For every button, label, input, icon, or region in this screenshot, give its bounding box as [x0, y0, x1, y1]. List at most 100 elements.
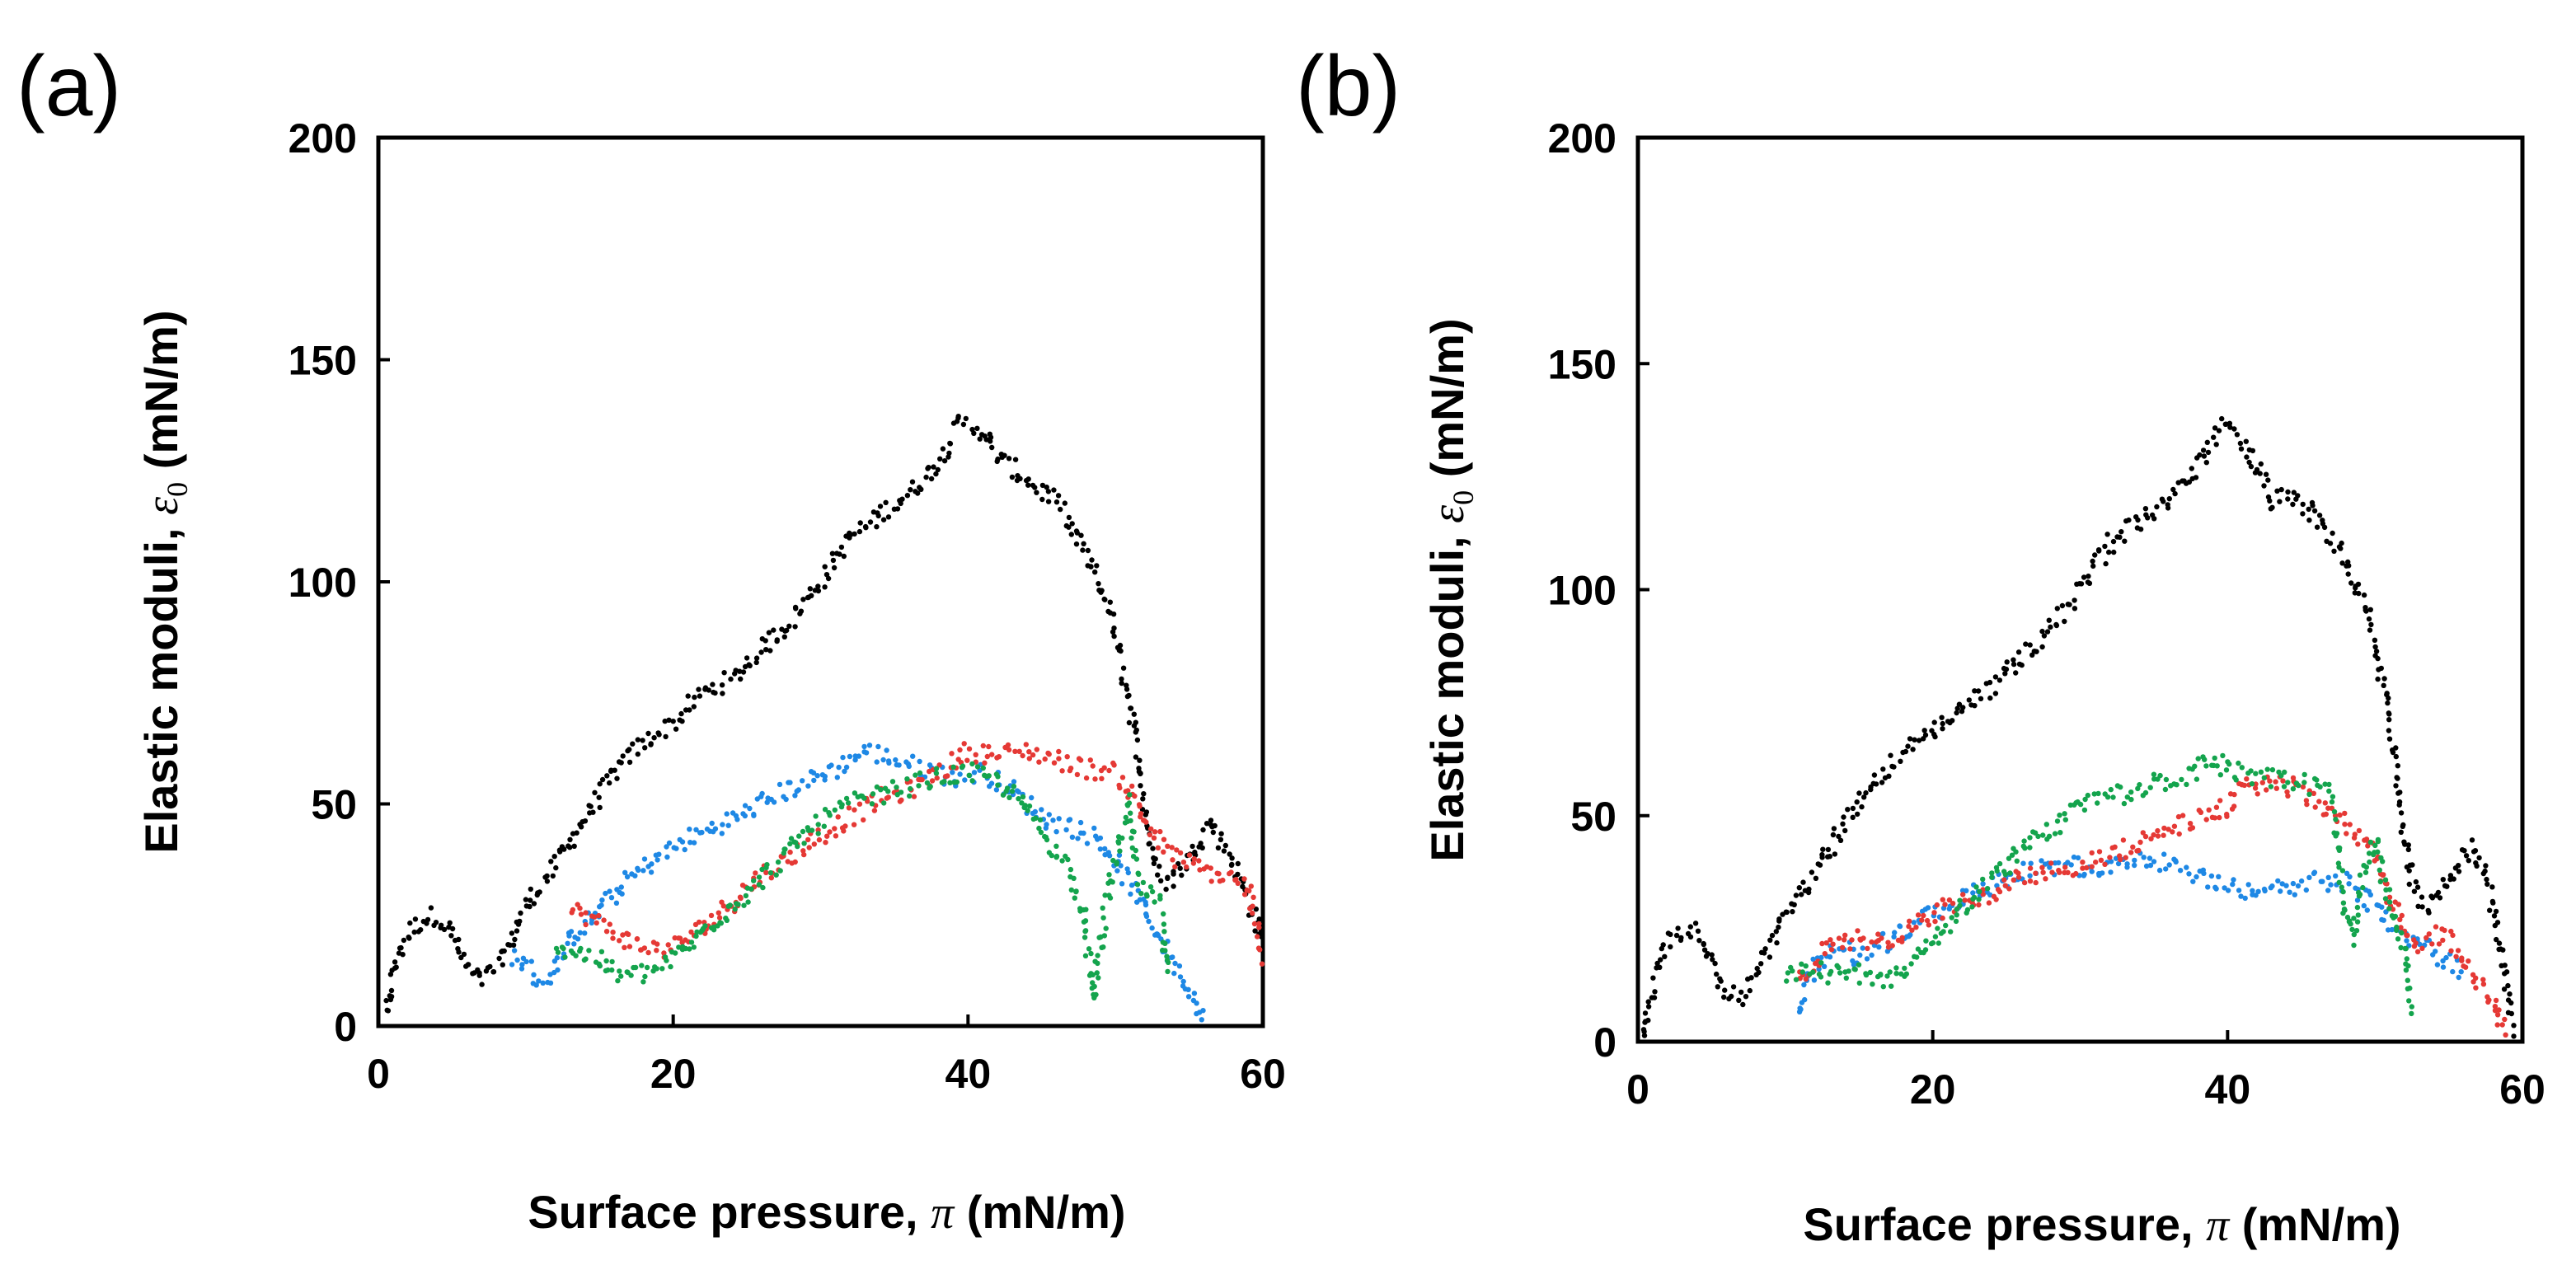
data-point	[2339, 868, 2346, 874]
data-point	[509, 962, 515, 967]
data-point	[1799, 892, 1804, 897]
data-point	[2342, 810, 2348, 817]
data-point	[2172, 490, 2178, 497]
data-point	[969, 761, 975, 767]
data-point	[1034, 490, 1039, 495]
data-point	[787, 841, 793, 847]
data-point	[1953, 918, 1959, 925]
data-point	[2355, 581, 2362, 588]
data-point	[1932, 918, 1938, 925]
data-point	[1030, 752, 1036, 758]
data-point	[908, 487, 913, 493]
data-point	[2390, 749, 2396, 756]
data-point	[1077, 757, 1084, 763]
data-point	[771, 799, 777, 805]
data-point	[2177, 868, 2184, 874]
data-point	[1687, 934, 1694, 940]
data-point	[1957, 897, 1963, 903]
data-point	[869, 801, 875, 807]
data-point	[2377, 878, 2383, 885]
data-point	[1253, 907, 1260, 912]
data-point	[1913, 925, 1919, 930]
data-point	[2096, 849, 2103, 855]
data-point	[1072, 895, 1078, 901]
data-point	[2385, 927, 2391, 933]
data-point	[2426, 931, 2432, 937]
data-point	[1662, 953, 1668, 960]
y-axis-title-b: Elastic moduli, ε0 (mN/m)	[1421, 318, 1480, 861]
data-point	[1102, 597, 1108, 602]
data-point	[1137, 804, 1143, 809]
data-point	[2203, 460, 2209, 466]
data-point	[626, 931, 631, 938]
data-point	[551, 854, 557, 860]
data-point	[2348, 580, 2354, 586]
data-point	[2072, 606, 2078, 611]
data-point	[2356, 590, 2362, 597]
x-tick-label: 60	[2499, 1066, 2546, 1113]
data-point	[960, 421, 967, 428]
data-point	[2071, 854, 2077, 860]
data-point	[2078, 581, 2085, 587]
data-point	[1942, 902, 1948, 907]
data-point	[679, 719, 685, 724]
data-point	[2080, 860, 2086, 865]
data-point	[1964, 888, 1969, 894]
data-point	[2142, 789, 2149, 796]
data-point	[2081, 574, 2087, 580]
data-point	[2118, 784, 2123, 790]
data-point	[2205, 884, 2211, 890]
data-point	[1710, 957, 1715, 963]
data-point	[863, 750, 870, 756]
data-point	[2285, 780, 2291, 785]
data-point	[1085, 547, 1091, 554]
data-point	[1980, 892, 1986, 897]
data-point	[1642, 1010, 1649, 1016]
data-point	[2231, 877, 2236, 883]
data-point	[682, 846, 687, 853]
data-point	[1235, 860, 1241, 867]
data-point	[1850, 814, 1856, 820]
data-point	[1250, 903, 1255, 909]
data-point	[1216, 871, 1222, 877]
data-point	[1091, 825, 1097, 832]
data-point	[1155, 845, 1161, 851]
data-point	[1170, 857, 1175, 863]
data-point	[2320, 518, 2325, 523]
data-point	[2239, 765, 2245, 771]
data-point	[866, 743, 873, 748]
data-point	[2222, 885, 2227, 891]
data-point	[874, 524, 880, 530]
data-point	[851, 822, 857, 827]
data-point	[1179, 872, 1185, 878]
data-point	[2367, 839, 2374, 846]
data-point	[1817, 862, 1823, 868]
data-point	[1108, 878, 1114, 884]
data-point	[966, 772, 972, 778]
data-point	[835, 814, 841, 820]
data-point	[2110, 794, 2116, 800]
data-point	[1849, 937, 1855, 943]
data-point	[1128, 818, 1133, 824]
data-point	[2011, 661, 2017, 668]
data-point	[2367, 892, 2373, 898]
data-point	[2112, 844, 2118, 850]
data-point	[1185, 994, 1192, 1000]
data-point	[831, 565, 838, 571]
data-point	[1117, 785, 1123, 791]
data-point	[1066, 524, 1072, 530]
data-point	[1011, 779, 1017, 785]
data-point	[2248, 768, 2254, 774]
data-point	[691, 704, 697, 710]
data-point	[2326, 788, 2332, 794]
data-point	[2065, 869, 2071, 876]
data-point	[2405, 986, 2411, 992]
data-point	[2440, 937, 2446, 944]
data-point	[913, 772, 918, 778]
data-point	[518, 966, 525, 972]
data-point	[2508, 1010, 2514, 1017]
data-point	[2429, 941, 2435, 947]
data-point	[1769, 932, 1776, 939]
data-point	[1056, 756, 1062, 761]
data-point	[1106, 853, 1113, 859]
